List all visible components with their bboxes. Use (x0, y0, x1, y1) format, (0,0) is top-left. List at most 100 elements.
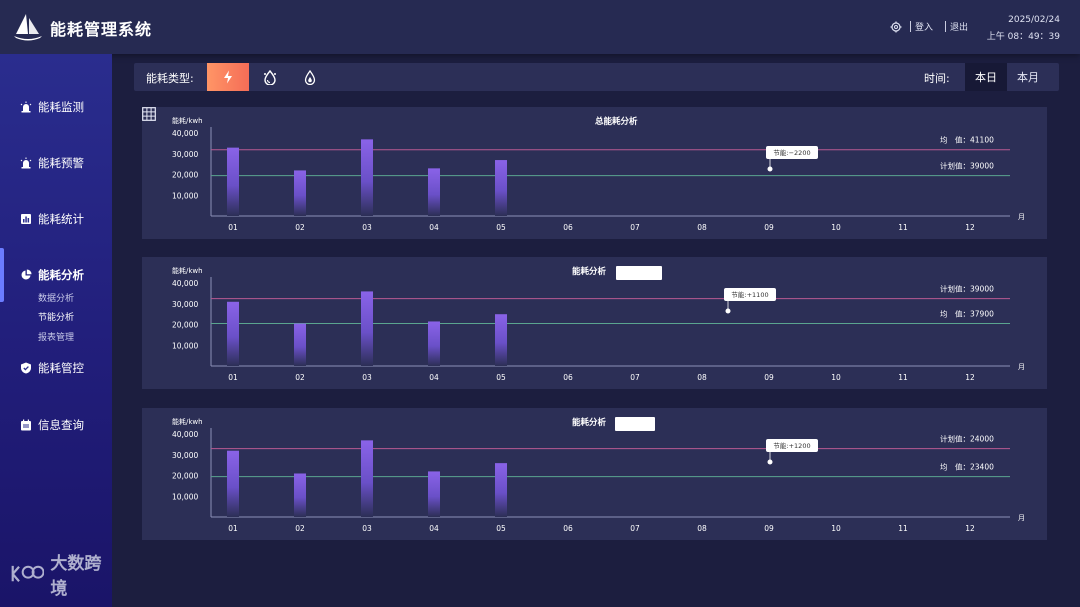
sidebar-item-query[interactable]: 信息查询 (0, 413, 112, 437)
annotation-bubble (766, 439, 818, 452)
y-tick-label: 30,000 (172, 150, 198, 159)
sub-item-energy-saving[interactable]: 节能分析 (38, 313, 75, 323)
gas-drop-icon (304, 69, 316, 85)
x-tick-label: 05 (496, 223, 506, 232)
bar-03 (361, 291, 373, 366)
gas-type-button[interactable] (289, 63, 331, 91)
sidebar-item-label: 能耗监测 (38, 100, 84, 114)
sidebar-item-analysis[interactable]: 能耗分析 (0, 263, 112, 287)
alarm-icon (20, 157, 32, 169)
x-tick-label: 02 (295, 524, 305, 533)
x-tick-label: 03 (362, 524, 372, 533)
time-label: 时间: (924, 72, 950, 85)
water-drop-icon (264, 69, 276, 85)
y-tick-label: 20,000 (172, 321, 198, 330)
x-tick-label: 12 (965, 223, 975, 232)
reference-label: 计划值：24000 (940, 434, 994, 444)
x-axis-unit: 月 (1018, 514, 1025, 522)
sidebar-item-label: 能耗统计 (38, 212, 84, 226)
sidebar-item-control[interactable]: 能耗管控 (0, 356, 112, 380)
x-tick-label: 01 (228, 524, 238, 533)
current-date: 2025/02/24 (1008, 15, 1060, 25)
chart-title: 能耗分析 (572, 417, 607, 428)
top-bar: 能耗管理系统 登入 退出 2025/02/24 上午 08：49：39 (0, 0, 1080, 54)
divider (909, 21, 911, 32)
energy-analysis-chart-1: 能耗/kwh 能耗分析 10,000 20,000 30,000 40,000 月 计划值：3… (172, 266, 1025, 382)
bar-02 (294, 170, 306, 216)
chart-panel-analysis-2: 能耗/kwh 能耗分析 10,000 20,000 30,000 40,000 月 计划值：2… (142, 408, 1047, 540)
divider (944, 21, 946, 32)
x-tick-label: 09 (764, 524, 774, 533)
x-tick-label: 06 (563, 373, 573, 382)
bar-05 (495, 314, 507, 366)
x-tick-label: 08 (697, 373, 707, 382)
sub-item-data-analysis[interactable]: 数据分析 (38, 294, 75, 304)
filter-bar: 能耗类型: 时间: 本日 本月 (134, 63, 1059, 91)
sidebar-item-label: 能耗预警 (38, 156, 84, 170)
sidebar-item-label: 信息查询 (38, 418, 84, 432)
active-indicator (0, 248, 4, 302)
y-tick-label: 10,000 (172, 341, 198, 350)
bar-01 (227, 147, 239, 216)
energy-analysis-chart-2: 能耗/kwh 能耗分析 10,000 20,000 30,000 40,000 月 计划值：2… (172, 417, 1025, 533)
x-tick-label: 04 (429, 223, 439, 232)
datetime: 2025/02/24 上午 08：49：39 (987, 12, 1060, 46)
bar-04 (428, 471, 440, 517)
sidebar-item-monitoring[interactable]: 能耗监测 (0, 95, 112, 119)
gear-icon[interactable] (890, 21, 902, 33)
total-energy-chart: 能耗/kwh 总能耗分析 10,000 20,000 30,000 40,000 月 均 值：… (172, 116, 1025, 232)
pie-chart-icon (21, 269, 32, 280)
energy-type-label: 能耗类型: (146, 72, 194, 85)
table-grid-icon[interactable] (142, 107, 156, 121)
sub-item-report[interactable]: 报表管理 (38, 333, 75, 343)
chart-selector-box[interactable] (616, 266, 662, 280)
chart-panel-total: 能耗/kwh 总能耗分析 10,000 20,000 30,000 40,000 月 均 值：… (142, 107, 1047, 239)
x-axis-unit: 月 (1018, 213, 1025, 221)
y-axis-label: 能耗/kwh (172, 116, 203, 125)
annotation-marker (767, 459, 773, 465)
bar-01 (227, 450, 239, 517)
y-tick-label: 10,000 (172, 191, 198, 200)
annotation-marker (725, 308, 731, 314)
lightning-icon (224, 70, 232, 84)
brand-text: 大数跨境 (50, 554, 102, 599)
water-type-button[interactable] (249, 63, 291, 91)
bar-03 (361, 440, 373, 517)
x-tick-label: 11 (898, 524, 908, 533)
bar-02 (294, 323, 306, 366)
x-tick-label: 12 (965, 373, 975, 382)
x-tick-label: 09 (764, 373, 774, 382)
sidebar-item-warning[interactable]: 能耗预警 (0, 151, 112, 175)
time-option-month[interactable]: 本月 (1017, 71, 1039, 84)
x-tick-label: 01 (228, 373, 238, 382)
brand-watermark: 大数跨境 (10, 549, 112, 599)
x-tick-label: 11 (898, 223, 908, 232)
bar-02 (294, 473, 306, 517)
x-tick-label: 06 (563, 524, 573, 533)
reference-label: 计划值：39000 (940, 284, 994, 294)
annotation-marker (767, 166, 773, 172)
x-tick-label: 03 (362, 223, 372, 232)
annotation-text: 节能:+1200 (773, 441, 810, 450)
x-tick-label: 12 (965, 524, 975, 533)
electricity-type-button[interactable] (207, 63, 249, 91)
y-tick-label: 40,000 (172, 129, 198, 138)
chart-selector-box[interactable] (615, 417, 655, 431)
sidebar-item-statistics[interactable]: 能耗统计 (0, 207, 112, 231)
y-tick-label: 40,000 (172, 430, 198, 439)
x-tick-label: 01 (228, 223, 238, 232)
bar-03 (361, 139, 373, 216)
y-tick-label: 20,000 (172, 171, 198, 180)
y-axis-label: 能耗/kwh (172, 266, 203, 275)
x-tick-label: 07 (630, 524, 640, 533)
logout-link[interactable]: 退出 (949, 23, 968, 33)
reference-label: 均 值：37900 (940, 309, 994, 319)
time-option-today[interactable]: 本日 (965, 63, 1007, 91)
sidebar: 能耗监测 能耗预警 能耗统计 能耗分析 数据分析 节能分析 报表管理 能耗管控 … (0, 54, 112, 607)
login-link[interactable]: 登入 (914, 23, 933, 33)
x-tick-label: 07 (630, 223, 640, 232)
chart-title: 总能耗分析 (595, 116, 638, 127)
reference-label: 均 值：41100 (940, 135, 994, 145)
reference-label: 均 值：23400 (940, 462, 994, 472)
x-tick-label: 05 (496, 524, 506, 533)
